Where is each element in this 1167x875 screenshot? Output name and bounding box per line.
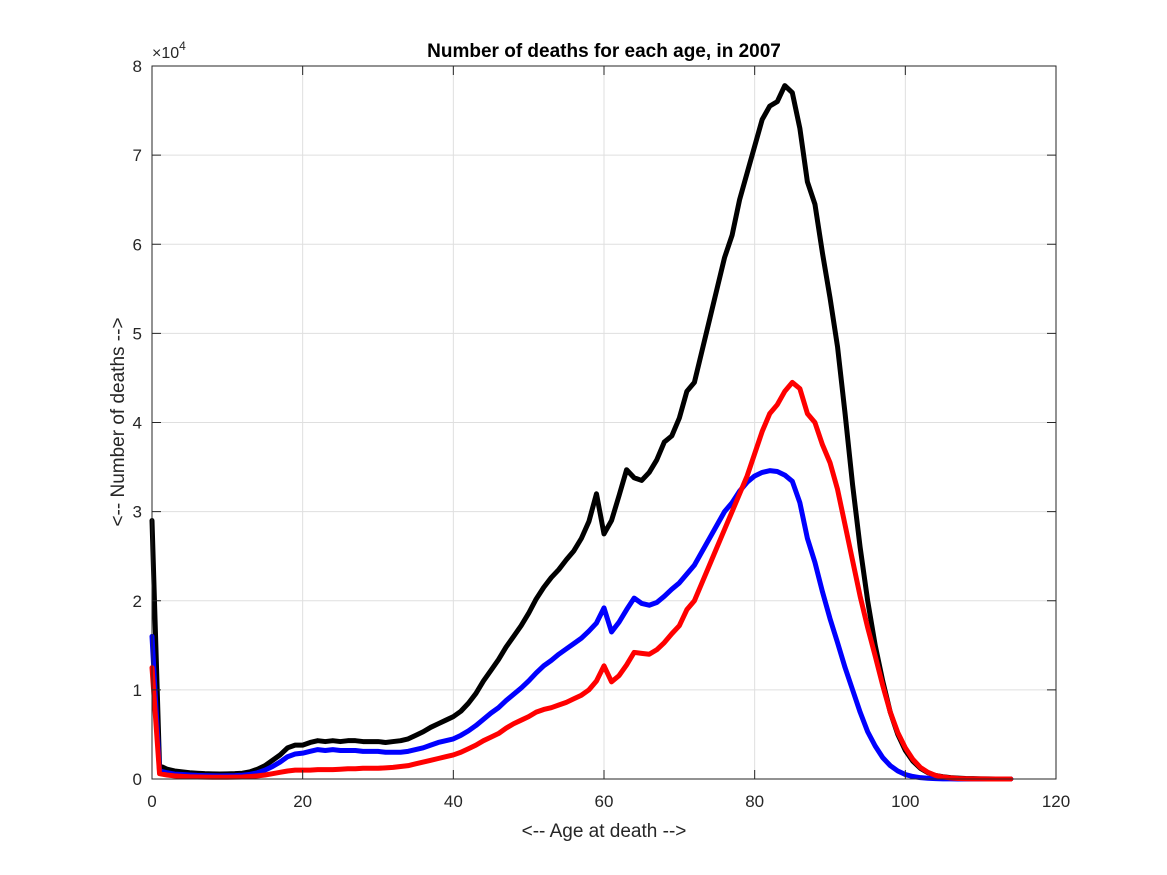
series-line-2 xyxy=(149,468,1014,782)
series-line-1 xyxy=(149,83,1014,782)
series-layer xyxy=(149,83,1014,782)
y-axis-label: <-- Number of deaths --> xyxy=(108,317,129,526)
y-tick-label: 5 xyxy=(133,324,142,343)
x-axis-label: <-- Age at death --> xyxy=(522,821,687,842)
y-tick-label: 7 xyxy=(133,146,142,165)
y-tick-label: 4 xyxy=(133,414,142,433)
x-tick-label: 40 xyxy=(444,792,463,811)
y-tick-label: 1 xyxy=(133,681,142,700)
y-exponent-power: 4 xyxy=(179,39,186,53)
x-tick-label: 120 xyxy=(1042,792,1070,811)
x-tick-label: 20 xyxy=(293,792,312,811)
y-tick-label: 8 xyxy=(133,57,142,76)
tick-labels: 0 20 40 60 80 100 120 0 1 2 3 4 5 6 7 8 xyxy=(133,57,1071,811)
y-tick-label: 0 xyxy=(133,770,142,789)
series-line-3 xyxy=(149,379,1014,782)
y-tick-label: 3 xyxy=(133,503,142,522)
y-exponent-label: ×104 xyxy=(152,39,186,62)
x-tick-label: 80 xyxy=(745,792,764,811)
y-exponent-base: ×10 xyxy=(152,45,179,62)
x-tick-label: 0 xyxy=(147,792,156,811)
x-tick-label: 100 xyxy=(891,792,919,811)
ticks xyxy=(151,65,1057,780)
y-tick-label: 2 xyxy=(133,592,142,611)
y-tick-label: 6 xyxy=(133,235,142,254)
x-tick-label: 60 xyxy=(595,792,614,811)
chart-title: Number of deaths for each age, in 2007 xyxy=(427,41,781,62)
